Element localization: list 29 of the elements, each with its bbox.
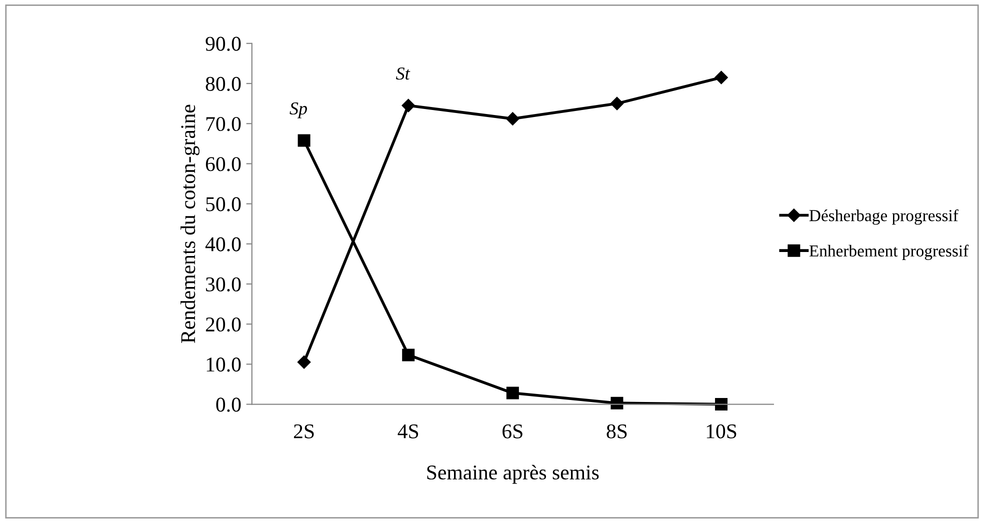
legend-label: Enherbement progressif xyxy=(809,244,969,260)
y-tick-label: 30.0 xyxy=(206,277,241,292)
point xyxy=(506,112,520,126)
y-tick-label: 80.0 xyxy=(206,76,241,92)
y-axis-title: Rendements du coton-graine xyxy=(180,104,200,344)
point xyxy=(297,356,311,369)
point xyxy=(298,134,310,147)
y-tick-label: 90.0 xyxy=(206,36,241,51)
x-tick-label: 6S xyxy=(502,424,522,438)
x-tick-label: 8S xyxy=(606,424,627,438)
y-tick-label: 10.0 xyxy=(206,358,241,372)
point xyxy=(610,96,624,110)
y-tick-label: 70.0 xyxy=(206,116,241,132)
x-tick-label: 2S xyxy=(294,424,314,438)
point xyxy=(402,348,415,362)
point xyxy=(506,386,519,400)
x-tick-label: 10S xyxy=(706,424,736,438)
x-tick-label: 4S xyxy=(398,424,418,438)
x-axis-title: Semaine après semis xyxy=(427,464,599,484)
annotation: St xyxy=(396,68,410,80)
legend-label: Désherbage progressif xyxy=(809,209,958,225)
y-tick-label: 20.0 xyxy=(206,317,241,332)
annotation: Sp xyxy=(290,102,307,118)
y-tick-label: 40.0 xyxy=(205,237,241,252)
point xyxy=(714,70,728,84)
y-tick-label: 0.0 xyxy=(216,398,241,412)
y-tick-label: 60.0 xyxy=(206,157,241,172)
point xyxy=(402,98,415,112)
y-tick-label: 50.0 xyxy=(206,197,241,212)
